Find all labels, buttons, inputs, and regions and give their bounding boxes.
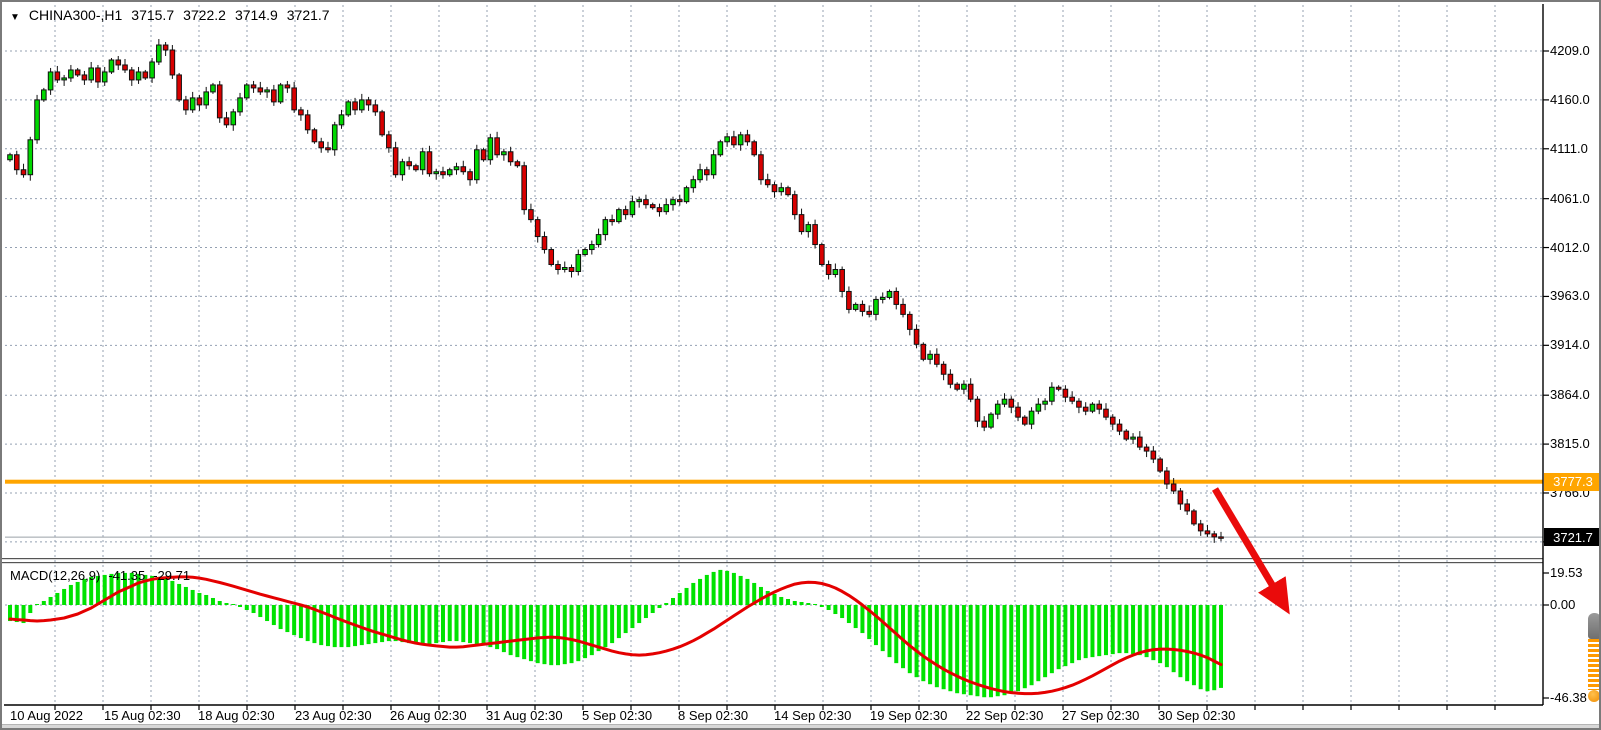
time-tick-label: 5 Sep 02:30 [582, 708, 653, 723]
price-tick-label: 4160.0 [1550, 91, 1590, 107]
price-tick-label: 4111.0 [1550, 140, 1588, 156]
time-tick-label: 15 Aug 02:30 [104, 708, 181, 723]
price-tick-label: 3963.0 [1550, 288, 1590, 304]
scrollbar-orange-cap-icon [1588, 690, 1599, 702]
scrollbar-thumb[interactable] [1588, 613, 1599, 639]
low-value: 3714.9 [234, 7, 278, 23]
price-tick-label: 3914.0 [1550, 337, 1590, 353]
time-tick-label: 30 Sep 02:30 [1158, 708, 1236, 723]
high-value: 3722.2 [183, 7, 226, 23]
time-tick-label: 10 Aug 2022 [10, 708, 84, 723]
price-tick-label: 4012.0 [1550, 239, 1590, 255]
price-tick-label: 4061.0 [1550, 190, 1590, 206]
macd-tick-label: 19.53 [1550, 565, 1583, 580]
time-tick-label: 27 Sep 02:30 [1062, 708, 1140, 723]
time-tick-label: 31 Aug 02:30 [486, 708, 563, 723]
price-tick-label: 3864.0 [1550, 387, 1590, 403]
macd-indicator-readout: MACD(12,26,9) -41.35 -29.71 [10, 568, 198, 583]
open-value: 3715.7 [131, 7, 175, 23]
bid-price-badge: 3721.7 [1544, 528, 1599, 547]
macd-tick-label: 0.00 [1550, 597, 1576, 612]
trend-arrow-annotation[interactable] [1211, 487, 1290, 615]
window-bottom-edge [2, 724, 1599, 728]
price-tick-label: 3815.0 [1550, 436, 1590, 452]
price-tick-label: 4209.0 [1550, 43, 1590, 58]
time-tick-label: 8 Sep 02:30 [678, 708, 749, 723]
close-value: 3721.7 [286, 7, 330, 23]
symbol-dropdown-icon[interactable]: ▼ [10, 12, 20, 23]
symbol-period-label: CHINA300-,H1 [28, 7, 123, 23]
chart-ohlc-readout: ▼ CHINA300-,H1 3715.7 3722.2 3714.9 3721.7 [10, 7, 339, 23]
macd-main-value: -41.35 [108, 568, 146, 583]
time-tick-label: 22 Sep 02:30 [966, 708, 1044, 723]
scrollbar-striped-track[interactable] [1588, 639, 1599, 690]
time-tick-label: 23 Aug 02:30 [295, 708, 372, 723]
hline-price-badge: 3777.3 [1544, 472, 1599, 491]
time-tick-label: 19 Sep 02:30 [870, 708, 948, 723]
macd-signal-value: -29.71 [153, 568, 191, 583]
right-edge-scrollbar[interactable] [1588, 613, 1599, 704]
time-tick-label: 18 Aug 02:30 [198, 708, 275, 723]
macd-name-label: MACD(12,26,9) [10, 568, 101, 583]
time-tick-label: 14 Sep 02:30 [774, 708, 852, 723]
time-tick-label: 26 Aug 02:30 [390, 708, 467, 723]
macd-tick-label: -46.38 [1550, 690, 1587, 705]
